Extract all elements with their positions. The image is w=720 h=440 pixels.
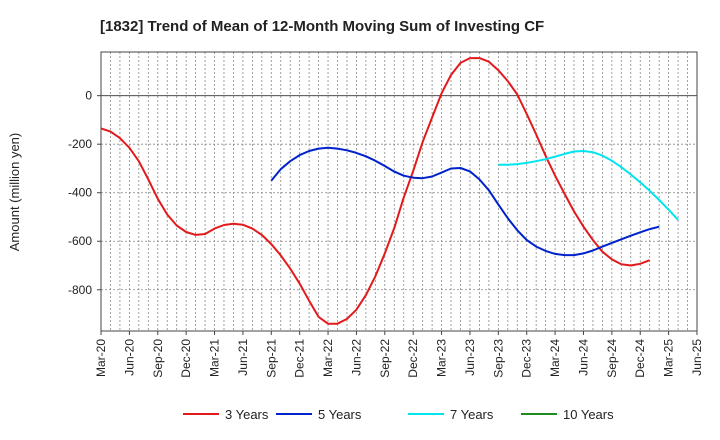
x-tick-label: Sep-21: [264, 339, 278, 378]
y-tick-label: 0: [85, 89, 92, 103]
x-tick-label: Sep-23: [491, 339, 505, 378]
y-tick-label: -400: [68, 186, 92, 200]
legend-label: 5 Years: [318, 407, 362, 422]
x-tick-label: Mar-25: [662, 339, 676, 377]
y-tick-label: -800: [68, 283, 92, 297]
legend-label: 7 Years: [450, 407, 494, 422]
x-tick-label: Dec-21: [293, 339, 307, 378]
y-axis-title: Amount (million yen): [7, 133, 22, 252]
series-line-7-years: [498, 150, 679, 221]
x-tick-label: Dec-22: [406, 339, 420, 378]
legend-label: 3 Years: [225, 407, 269, 422]
x-tick-label: Mar-20: [94, 339, 108, 377]
legend-label: 10 Years: [563, 407, 614, 422]
series-line-5-years: [270, 146, 660, 257]
plot-frame: [100, 51, 698, 332]
x-tick-label: Mar-23: [435, 339, 449, 377]
x-tick-label: Jun-25: [690, 339, 704, 376]
grid: [101, 52, 697, 331]
x-tick-label: Sep-24: [605, 339, 619, 378]
series-line-3-years: [100, 57, 651, 325]
y-tick-label: -200: [68, 137, 92, 151]
x-tick-label: Sep-20: [151, 339, 165, 378]
series-lines: [100, 57, 679, 325]
x-tick-label: Mar-24: [548, 339, 562, 377]
x-tick-label: Sep-22: [378, 339, 392, 378]
x-tick-label: Dec-23: [520, 339, 534, 378]
x-tick-label: Mar-22: [321, 339, 335, 377]
x-tick-label: Jun-21: [236, 339, 250, 376]
x-tick-label: Dec-20: [179, 339, 193, 378]
x-axis: Mar-20 Jun-20 Sep-20 Dec-20 Mar-21 Jun-21 Sep-…: [94, 331, 704, 378]
x-tick-label: Jun-24: [576, 339, 590, 376]
y-axis: 0 -200 -400 -600 -800: [68, 89, 101, 297]
x-tick-label: Jun-22: [349, 339, 363, 376]
chart-title: [1832] Trend of Mean of 12-Month Moving …: [100, 18, 544, 35]
x-tick-label: Jun-20: [122, 339, 136, 376]
y-tick-label: -600: [68, 234, 92, 248]
x-tick-label: Dec-24: [633, 339, 647, 378]
x-tick-label: Mar-21: [208, 339, 222, 377]
x-tick-label: Jun-23: [463, 339, 477, 376]
legend: 3 Years 5 Years 7 Years 10 Years: [183, 407, 614, 422]
